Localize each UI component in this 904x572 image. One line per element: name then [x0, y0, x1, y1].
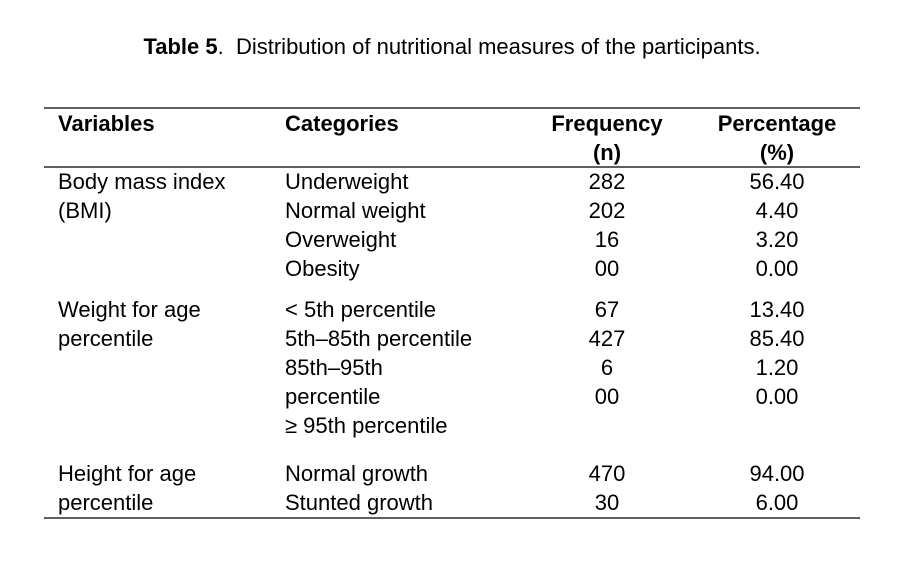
frequency-cell: 470	[589, 461, 626, 486]
categories-cell: Underweight	[285, 169, 409, 194]
categories-cell: 5th–85th percentile	[285, 326, 472, 351]
variable-cell: Body mass index	[58, 169, 226, 194]
frequency-cell: 16	[595, 227, 619, 252]
categories-cell: 85th–95th	[285, 355, 383, 380]
categories-cell: Overweight	[285, 227, 396, 252]
categories-cell: ≥ 95th percentile	[285, 413, 448, 438]
percentage-cell: 0.00	[756, 384, 799, 409]
percentage-cell: 6.00	[756, 490, 799, 515]
frequency-cell: 282	[589, 169, 626, 194]
frequency-cell: 30	[595, 490, 619, 515]
header-cell: Percentage	[718, 111, 837, 136]
header-cell: Frequency	[551, 111, 663, 136]
percentage-cell: 85.40	[749, 326, 804, 351]
frequency-cell: 00	[595, 384, 619, 409]
categories-cell: Normal weight	[285, 198, 426, 223]
title-caption: . Distribution of nutritional measures o…	[218, 34, 761, 59]
variable-cell: percentile	[58, 490, 153, 515]
title-label: Table 5	[143, 34, 217, 59]
variable-cell: (BMI)	[58, 198, 112, 223]
percentage-cell: 56.40	[749, 169, 804, 194]
categories-cell: < 5th percentile	[285, 297, 436, 322]
percentage-cell: 0.00	[756, 256, 799, 281]
frequency-cell: 00	[595, 256, 619, 281]
percentage-cell: 1.20	[756, 355, 799, 380]
variable-cell: Height for age	[58, 461, 196, 486]
table-title: Table 5. Distribution of nutritional mea…	[143, 34, 760, 59]
header-cell: (n)	[593, 140, 621, 165]
frequency-cell: 6	[601, 355, 613, 380]
percentage-cell: 13.40	[749, 297, 804, 322]
percentage-cell: 3.20	[756, 227, 799, 252]
variable-cell: percentile	[58, 326, 153, 351]
header-cell: Variables	[58, 111, 155, 136]
frequency-cell: 427	[589, 326, 626, 351]
frequency-cell: 202	[589, 198, 626, 223]
variable-cell: Weight for age	[58, 297, 201, 322]
categories-cell: Stunted growth	[285, 490, 433, 515]
header-cell: (%)	[760, 140, 794, 165]
frequency-cell: 67	[595, 297, 619, 322]
categories-cell: percentile	[285, 384, 380, 409]
percentage-cell: 94.00	[749, 461, 804, 486]
header-cell: Categories	[285, 111, 399, 136]
categories-cell: Obesity	[285, 256, 360, 281]
percentage-cell: 4.40	[756, 198, 799, 223]
categories-cell: Normal growth	[285, 461, 428, 486]
